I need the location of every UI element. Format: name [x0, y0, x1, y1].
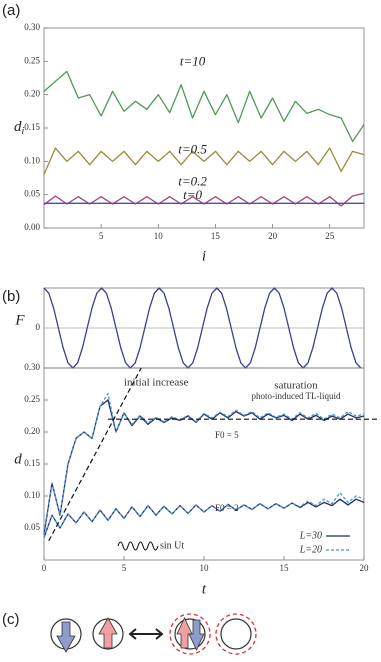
y-tick-label: 0.15	[24, 458, 40, 468]
panel-label: (a)	[2, 2, 20, 19]
series-label: t=0.5	[178, 142, 207, 157]
series-label: t=0.2	[178, 174, 207, 189]
annotation: F0 = 5	[215, 430, 239, 440]
y-tick-label: 0.20	[24, 426, 40, 436]
y-axis-label: d	[14, 451, 22, 467]
x-tick-label: 20	[268, 231, 278, 241]
x-tick-label: 5	[99, 231, 104, 241]
legend-label: L=20	[299, 544, 322, 555]
annotation: initial increase	[124, 377, 189, 389]
legend-label: L=30	[299, 530, 322, 541]
y-tick-label: 0.30	[24, 362, 40, 372]
x-axis-label: i	[202, 248, 206, 264]
x-tick-label: 0	[42, 563, 47, 573]
x-tick-label: 10	[154, 231, 164, 241]
x-tick-label: 25	[325, 231, 335, 241]
y-axis-label: di	[14, 119, 25, 137]
data-line	[43, 392, 365, 535]
panel-label: (c)	[2, 611, 20, 628]
data-line	[43, 70, 365, 142]
x-tick-label: 15	[280, 563, 290, 573]
y-tick-label: 0.20	[24, 89, 40, 99]
x-tick-label: 5	[122, 563, 127, 573]
data-line	[43, 287, 362, 369]
annotation: saturation	[274, 380, 318, 392]
data-line	[43, 399, 365, 535]
y-tick-label: 0.10	[24, 490, 40, 500]
y-tick-label: 0.05	[24, 189, 40, 199]
y-axis-label: F	[14, 312, 25, 328]
data-line	[43, 147, 365, 175]
y-tick-label: 0.05	[24, 522, 40, 532]
y-tick-label: 0.25	[24, 55, 40, 65]
x-axis-label: t	[202, 581, 207, 597]
annotation: photo-induced TL-liquid	[251, 391, 341, 401]
series-label: t=10	[180, 54, 206, 69]
y-tick-label: 0	[36, 322, 41, 332]
data-line	[43, 492, 365, 538]
data-line	[43, 192, 365, 207]
x-tick-label: 20	[360, 563, 370, 573]
x-tick-label: 10	[200, 563, 210, 573]
y-tick-label: 0.30	[24, 22, 40, 32]
annotation: F0 = 2	[215, 503, 239, 513]
y-axis-label-sub: i	[22, 126, 25, 137]
panel-label: (b)	[2, 288, 20, 305]
series-label: t=0	[183, 187, 202, 202]
y-axis-label-main: d	[14, 119, 22, 135]
diagram	[50, 541, 257, 655]
y-tick-label: 0.10	[24, 155, 40, 165]
y-tick-label: 0.00	[24, 222, 40, 232]
trend-line	[48, 367, 142, 542]
y-tick-label: 0.25	[24, 394, 40, 404]
y-tick-label: 0.15	[24, 122, 40, 132]
x-tick-label: 15	[211, 231, 221, 241]
annotation: sin Ut	[160, 540, 184, 551]
